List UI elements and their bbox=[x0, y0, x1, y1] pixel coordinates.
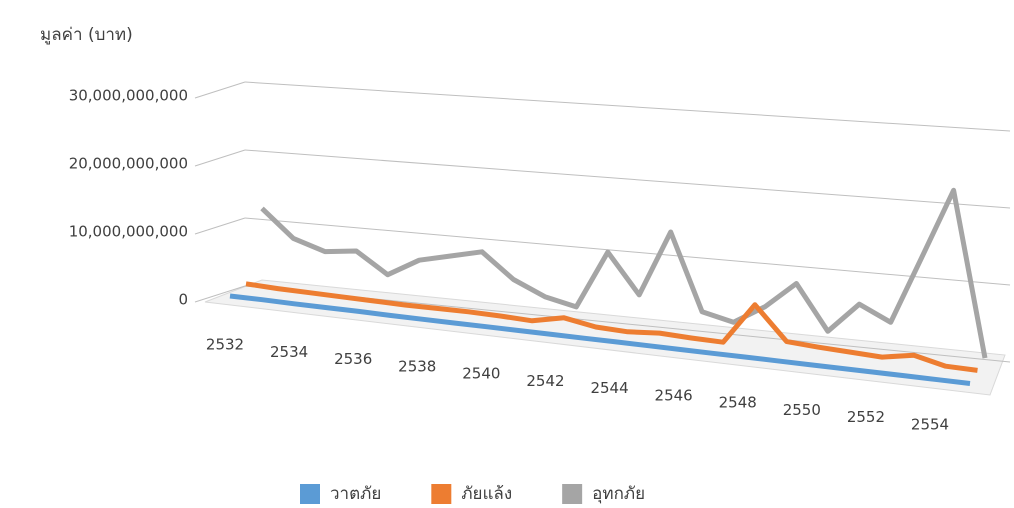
x-tick-label: 2536 bbox=[334, 350, 372, 368]
grid-line-side bbox=[194, 217, 246, 235]
x-tick-label: 2544 bbox=[590, 379, 628, 397]
grid-line-side bbox=[194, 149, 246, 167]
x-tick-label: 2554 bbox=[911, 416, 949, 434]
y-tick-label: 30,000,000,000 bbox=[69, 87, 188, 105]
legend-swatch bbox=[300, 484, 320, 504]
grid-line-side bbox=[194, 81, 246, 99]
x-tick-label: 2540 bbox=[462, 365, 500, 383]
x-tick-label: 2546 bbox=[655, 386, 693, 404]
grid-line-side bbox=[194, 285, 246, 303]
x-tick-label: 2532 bbox=[206, 336, 244, 354]
series-line bbox=[229, 293, 971, 386]
legend-label: ภัยแล้ง bbox=[461, 484, 512, 504]
x-tick-label: 2548 bbox=[719, 394, 757, 412]
x-tick-label: 2534 bbox=[270, 343, 308, 361]
y-axis-label: มูลค่า (บาท) bbox=[40, 25, 133, 45]
series-line bbox=[245, 281, 978, 373]
grid-line bbox=[244, 149, 1011, 209]
series-line bbox=[260, 187, 988, 359]
x-tick-label: 2542 bbox=[526, 372, 564, 390]
grid-line bbox=[244, 217, 1011, 286]
y-tick-label: 20,000,000,000 bbox=[69, 155, 188, 173]
legend-label: อุทกภัย bbox=[592, 484, 645, 504]
legend-swatch bbox=[431, 484, 452, 504]
y-tick-label: 0 bbox=[178, 291, 188, 309]
x-tick-label: 2552 bbox=[847, 408, 885, 426]
legend-label: วาตภัย bbox=[330, 484, 381, 504]
x-tick-label: 2550 bbox=[783, 401, 821, 419]
legend-swatch bbox=[562, 484, 583, 504]
floor bbox=[204, 279, 1006, 396]
y-tick-label: 10,000,000,000 bbox=[69, 223, 188, 241]
x-tick-label: 2538 bbox=[398, 357, 436, 375]
grid-line bbox=[244, 81, 1011, 132]
